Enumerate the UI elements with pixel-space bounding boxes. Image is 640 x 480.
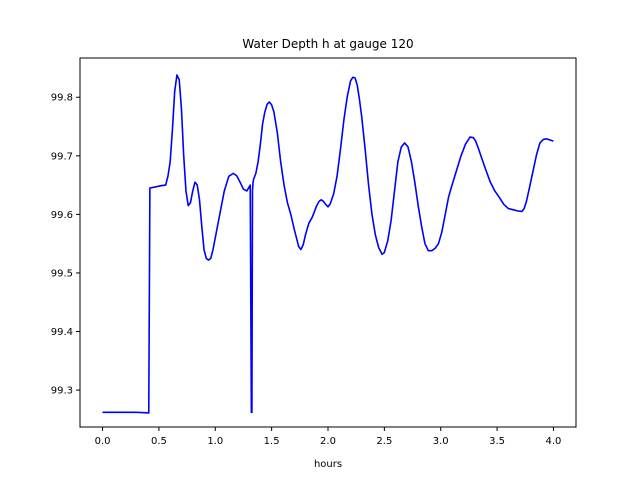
y-tick-label: 99.8	[51, 93, 73, 104]
y-tick-label: 99.6	[51, 210, 73, 221]
y-tick-label: 99.3	[51, 386, 73, 397]
x-tick-label: 0.0	[95, 436, 111, 447]
y-tick-label: 99.4	[51, 327, 73, 338]
x-tick-label: 2.5	[376, 436, 392, 447]
y-axis: 99.3 99.4 99.5 99.6 99.7 99.8	[51, 93, 80, 397]
series-line-1	[102, 74, 554, 414]
x-tick-label: 3.5	[489, 436, 505, 447]
y-tick-label: 99.7	[51, 151, 73, 162]
x-tick-label: 2.0	[320, 436, 336, 447]
x-tick-label: 0.5	[151, 436, 167, 447]
plot-area: 0.0 0.5 1.0 1.5 2.0 2.5 3.0 3.5 4.0 99.3 99.4 99.5…	[51, 57, 577, 447]
x-axis: 0.0 0.5 1.0 1.5 2.0 2.5 3.0 3.5 4.0	[95, 427, 562, 447]
chart-title: Water Depth h at gauge 120	[242, 37, 413, 51]
x-axis-label: hours	[314, 459, 342, 470]
x-tick-label: 1.0	[207, 436, 223, 447]
y-tick-label: 99.5	[51, 268, 73, 279]
x-tick-label: 1.5	[264, 436, 280, 447]
x-tick-label: 3.0	[433, 436, 449, 447]
series-layer	[102, 74, 554, 414]
x-tick-label: 4.0	[546, 436, 562, 447]
